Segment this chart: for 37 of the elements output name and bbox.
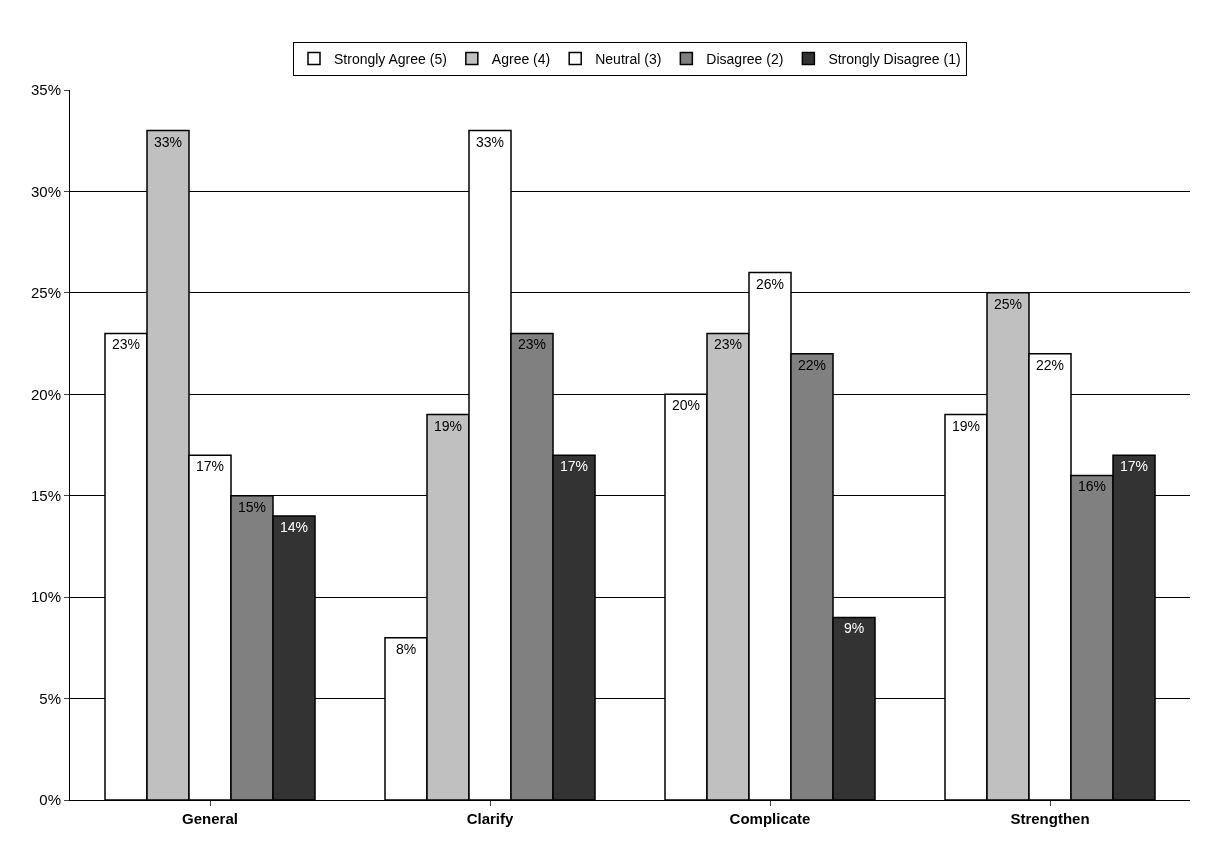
data-label: 14% (279, 519, 309, 535)
data-label: 9% (843, 620, 865, 637)
legend-label: Strongly Disagree (1) (828, 50, 961, 67)
data-label: 8% (395, 640, 417, 657)
data-label: 20% (671, 397, 701, 414)
x-tick-label: Complicate (729, 810, 811, 827)
legend-label: Agree (4) (491, 50, 551, 67)
data-label: 33% (153, 133, 183, 150)
legend-label: Disagree (2) (706, 50, 784, 67)
data-label: 16% (1077, 478, 1107, 495)
data-label: 19% (951, 417, 981, 434)
data-label: 17% (1119, 458, 1149, 475)
data-label: 33% (475, 133, 505, 150)
data-label: 17% (195, 458, 225, 475)
data-label: 23% (111, 336, 141, 353)
y-tick-label: 25% (30, 284, 61, 302)
data-label: 17% (559, 458, 589, 475)
y-tick-label: 15% (30, 486, 61, 504)
data-label: 25% (993, 295, 1023, 312)
x-tick-label: Strengthen (1010, 810, 1090, 827)
x-tick-label: Clarify (466, 810, 514, 827)
data-label: 15% (237, 498, 267, 515)
y-tick-label: 10% (30, 588, 61, 606)
y-tick-label: 35% (30, 81, 61, 99)
y-tick-label: 20% (30, 385, 61, 403)
legend-label: Neutral (3) (595, 50, 662, 67)
data-label: 22% (1035, 356, 1065, 373)
data-label: 19% (433, 417, 463, 434)
legend-label: Strongly Agree (5) (334, 50, 447, 67)
data-label: 23% (713, 336, 743, 353)
y-tick-label: 0% (39, 791, 61, 809)
data-label: 23% (517, 336, 547, 353)
y-tick-label: 5% (39, 689, 61, 707)
data-label: 26% (755, 275, 785, 292)
data-label: 22% (797, 356, 827, 373)
y-tick-label: 30% (30, 182, 61, 200)
x-tick-label: General (182, 810, 238, 827)
